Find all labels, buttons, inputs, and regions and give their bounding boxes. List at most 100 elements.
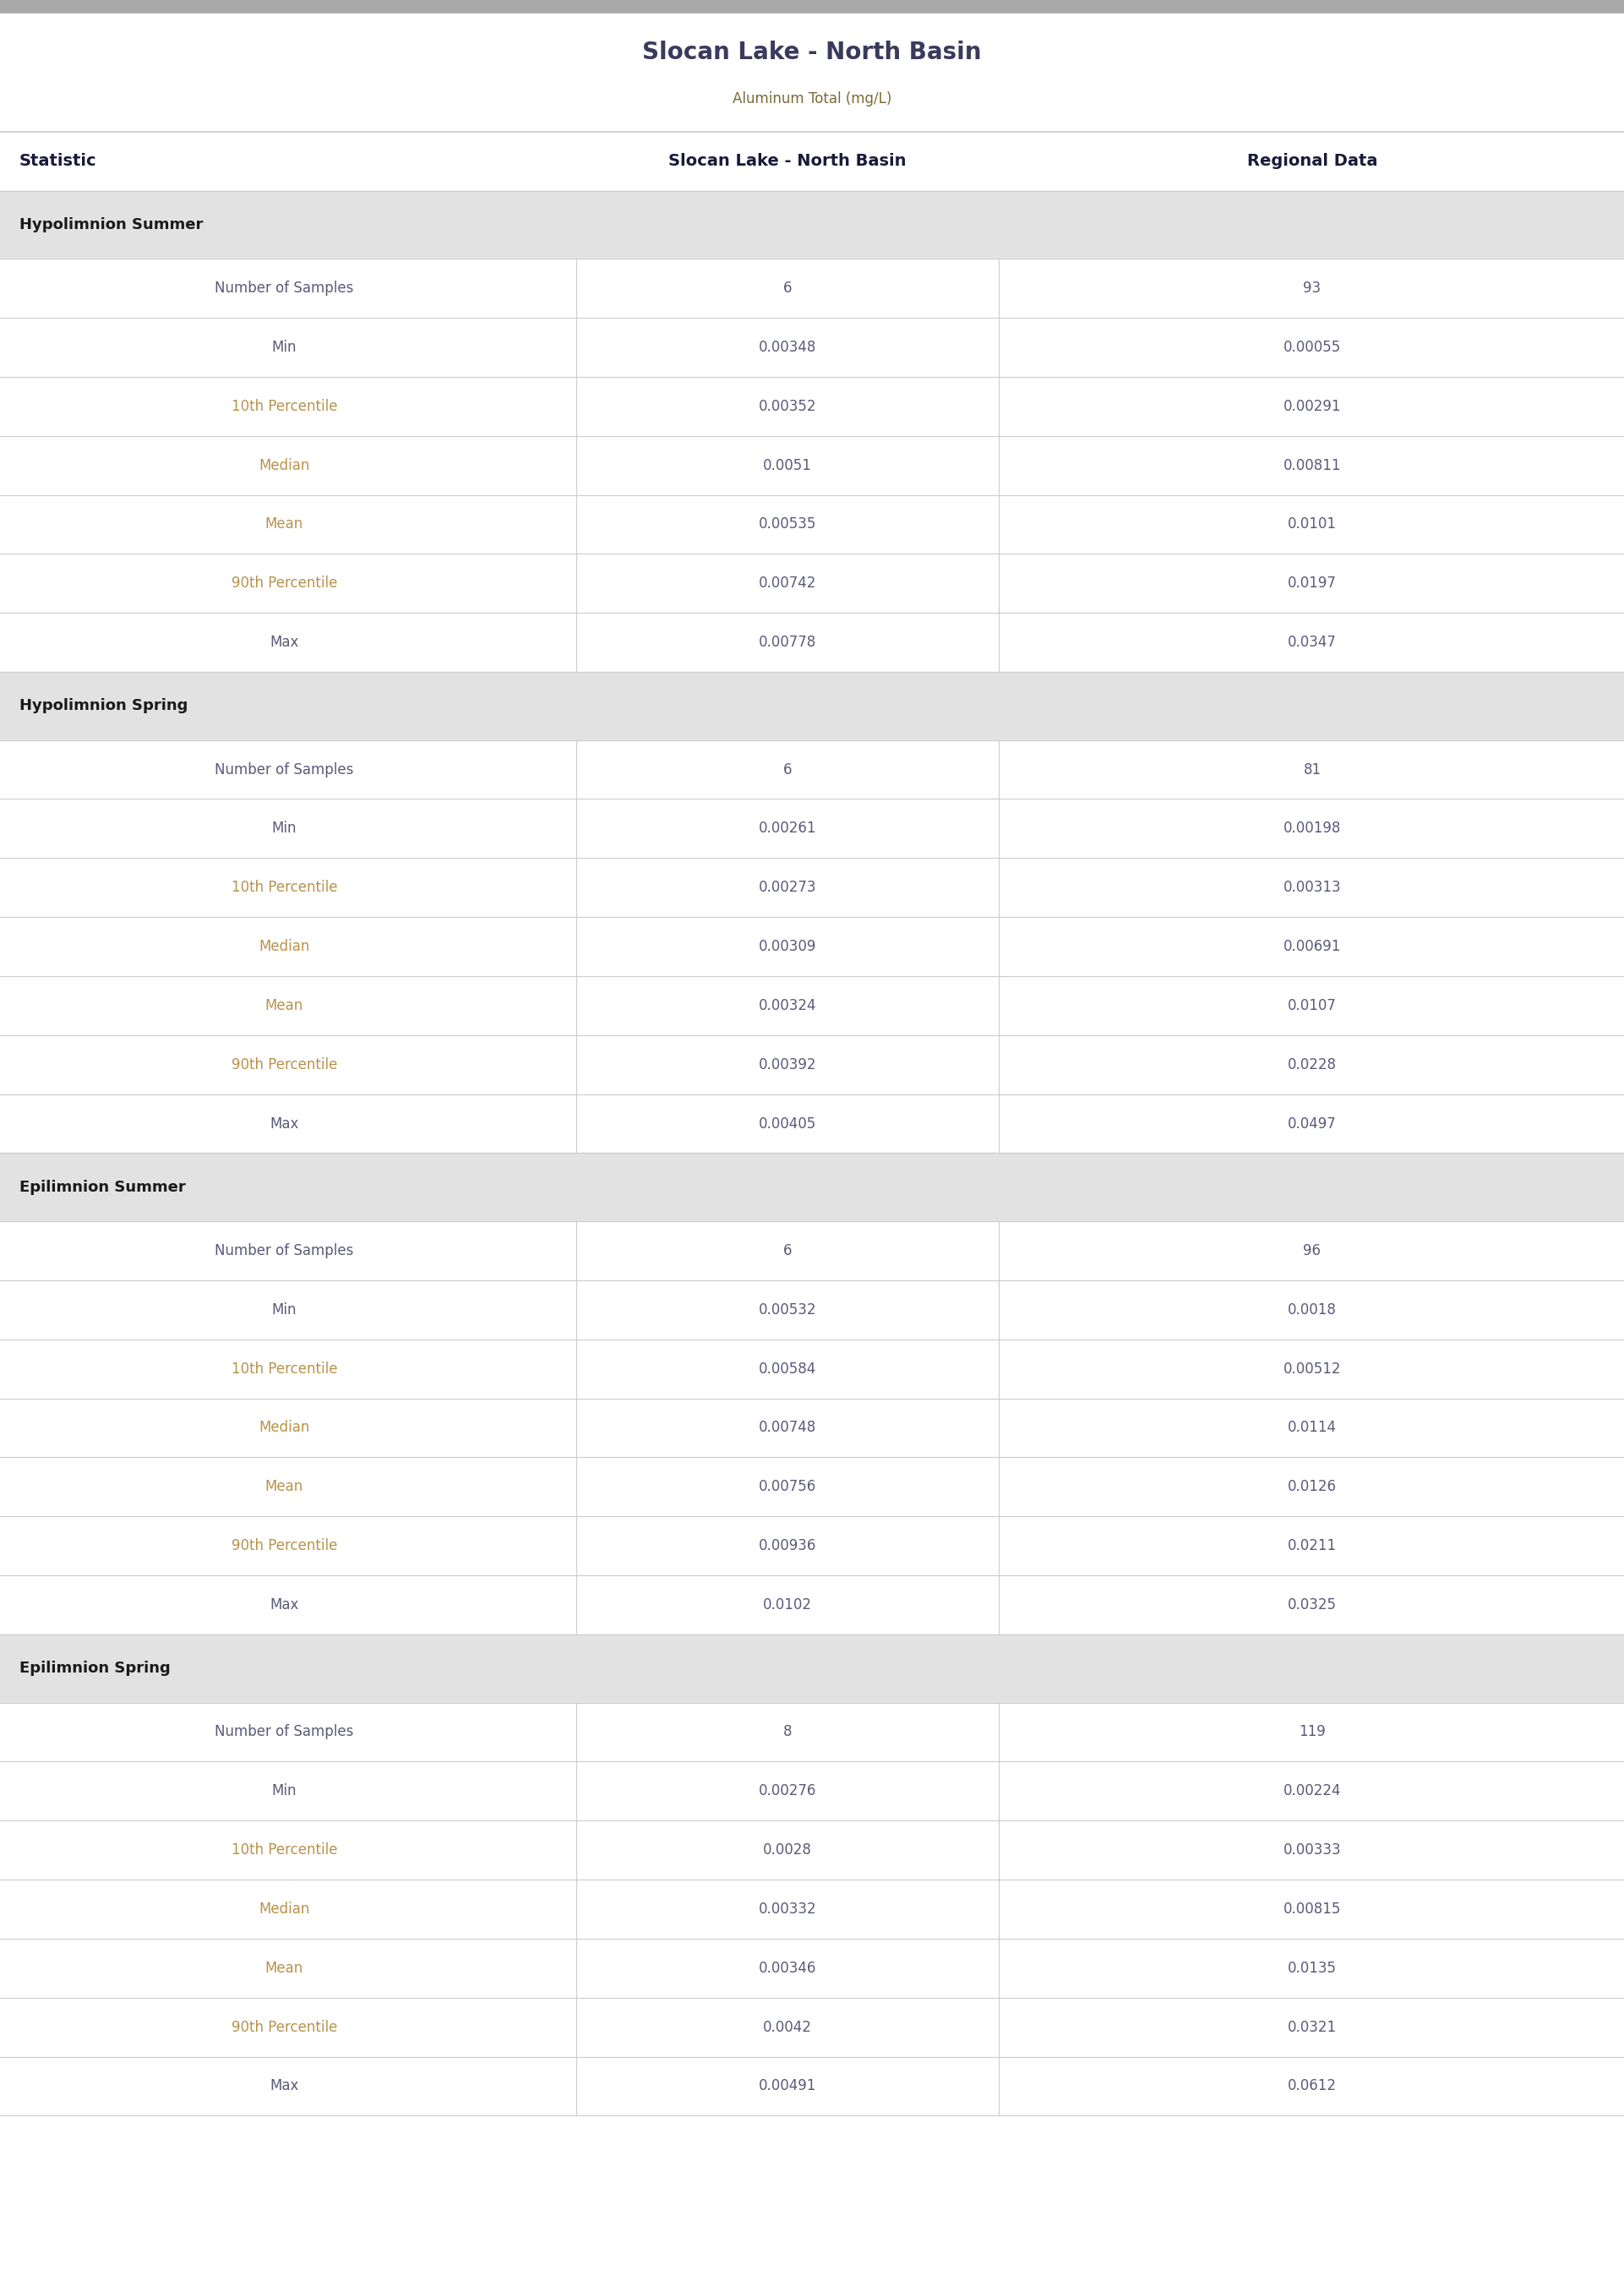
- Text: 0.0325: 0.0325: [1288, 1598, 1337, 1612]
- Bar: [0, 1339, 1624, 1398]
- Bar: [0, 1398, 1624, 1457]
- Text: 0.0197: 0.0197: [1288, 577, 1337, 590]
- Text: 10th Percentile: 10th Percentile: [231, 1362, 338, 1376]
- Text: Number of Samples: Number of Samples: [214, 1244, 354, 1258]
- Text: 6: 6: [783, 281, 793, 295]
- Text: Hypolimnion Summer: Hypolimnion Summer: [19, 218, 203, 232]
- Text: Number of Samples: Number of Samples: [214, 1725, 354, 1739]
- Text: Aluminum Total (mg/L): Aluminum Total (mg/L): [732, 91, 892, 107]
- Text: 0.0018: 0.0018: [1288, 1303, 1337, 1317]
- Text: 90th Percentile: 90th Percentile: [231, 577, 338, 590]
- Text: Median: Median: [258, 459, 310, 472]
- Text: 0.00778: 0.00778: [758, 636, 817, 649]
- Bar: [0, 1457, 1624, 1516]
- Text: 0.00491: 0.00491: [758, 2079, 817, 2093]
- Bar: [0, 976, 1624, 1035]
- Text: 0.0228: 0.0228: [1288, 1058, 1337, 1071]
- Bar: [0, 672, 1624, 740]
- Bar: [0, 1035, 1624, 1094]
- Text: Number of Samples: Number of Samples: [214, 763, 354, 776]
- Text: 0.00276: 0.00276: [758, 1784, 817, 1798]
- Text: 0.00811: 0.00811: [1283, 459, 1341, 472]
- Text: Min: Min: [271, 822, 297, 835]
- Text: 0.00291: 0.00291: [1283, 400, 1341, 413]
- Bar: [0, 191, 1624, 259]
- Text: 10th Percentile: 10th Percentile: [231, 881, 338, 894]
- Text: Number of Samples: Number of Samples: [214, 281, 354, 295]
- Text: Min: Min: [271, 1784, 297, 1798]
- Text: 0.00273: 0.00273: [758, 881, 817, 894]
- Text: 93: 93: [1304, 281, 1320, 295]
- Text: 0.0114: 0.0114: [1288, 1421, 1337, 1435]
- Bar: [0, 1821, 1624, 1880]
- Bar: [0, 2057, 1624, 2116]
- Text: 6: 6: [783, 763, 793, 776]
- Text: 0.00815: 0.00815: [1283, 1902, 1341, 1916]
- Text: 0.0347: 0.0347: [1288, 636, 1337, 649]
- Text: Mean: Mean: [265, 999, 304, 1012]
- Text: Epilimnion Spring: Epilimnion Spring: [19, 1662, 171, 1675]
- Text: 0.0101: 0.0101: [1288, 518, 1337, 531]
- Bar: [0, 1702, 1624, 1762]
- Text: Regional Data: Regional Data: [1247, 152, 1377, 170]
- Bar: [0, 0, 1624, 14]
- Text: Max: Max: [270, 1117, 299, 1130]
- Text: 0.00742: 0.00742: [758, 577, 817, 590]
- Text: 0.00352: 0.00352: [758, 400, 817, 413]
- Bar: [0, 495, 1624, 554]
- Text: Median: Median: [258, 1421, 310, 1435]
- Text: 6: 6: [783, 1244, 793, 1258]
- Text: Min: Min: [271, 340, 297, 354]
- Bar: [0, 554, 1624, 613]
- Bar: [0, 613, 1624, 672]
- Text: Mean: Mean: [265, 1480, 304, 1494]
- Bar: [0, 799, 1624, 858]
- Text: 0.00332: 0.00332: [758, 1902, 817, 1916]
- Bar: [0, 1153, 1624, 1221]
- Text: 0.00348: 0.00348: [758, 340, 817, 354]
- Text: Median: Median: [258, 1902, 310, 1916]
- Text: Hypolimnion Spring: Hypolimnion Spring: [19, 699, 188, 713]
- Text: 81: 81: [1304, 763, 1320, 776]
- Bar: [0, 1634, 1624, 1702]
- Bar: [0, 917, 1624, 976]
- Bar: [0, 1094, 1624, 1153]
- Text: 0.00392: 0.00392: [758, 1058, 817, 1071]
- Bar: [0, 377, 1624, 436]
- Text: 0.00333: 0.00333: [1283, 1843, 1341, 1857]
- Text: 0.00936: 0.00936: [758, 1539, 817, 1553]
- Text: Max: Max: [270, 2079, 299, 2093]
- Text: 90th Percentile: 90th Percentile: [231, 1539, 338, 1553]
- Text: Epilimnion Summer: Epilimnion Summer: [19, 1180, 185, 1194]
- Bar: [0, 1221, 1624, 1280]
- Text: 0.0321: 0.0321: [1288, 2020, 1337, 2034]
- Text: 0.00535: 0.00535: [758, 518, 817, 531]
- Text: 0.0107: 0.0107: [1288, 999, 1337, 1012]
- Bar: [0, 1516, 1624, 1575]
- Bar: [0, 1880, 1624, 1939]
- Text: 0.00512: 0.00512: [1283, 1362, 1341, 1376]
- Text: 0.00532: 0.00532: [758, 1303, 817, 1317]
- Text: 0.00405: 0.00405: [758, 1117, 817, 1130]
- Text: Mean: Mean: [265, 518, 304, 531]
- Bar: [0, 1998, 1624, 2057]
- Text: 0.00309: 0.00309: [758, 940, 817, 953]
- Text: 0.00261: 0.00261: [758, 822, 817, 835]
- Bar: [0, 259, 1624, 318]
- Text: 0.0028: 0.0028: [763, 1843, 812, 1857]
- Text: Min: Min: [271, 1303, 297, 1317]
- Text: Slocan Lake - North Basin: Slocan Lake - North Basin: [669, 152, 906, 170]
- Text: Slocan Lake - North Basin: Slocan Lake - North Basin: [643, 41, 981, 64]
- Text: Mean: Mean: [265, 1961, 304, 1975]
- Text: Median: Median: [258, 940, 310, 953]
- Text: Max: Max: [270, 1598, 299, 1612]
- Text: 0.0126: 0.0126: [1288, 1480, 1337, 1494]
- Text: 90th Percentile: 90th Percentile: [231, 2020, 338, 2034]
- Text: 0.00584: 0.00584: [758, 1362, 817, 1376]
- Text: 0.0497: 0.0497: [1288, 1117, 1337, 1130]
- Text: 0.0211: 0.0211: [1288, 1539, 1337, 1553]
- Text: Max: Max: [270, 636, 299, 649]
- Text: 119: 119: [1299, 1725, 1325, 1739]
- Text: 0.00224: 0.00224: [1283, 1784, 1341, 1798]
- Bar: [0, 318, 1624, 377]
